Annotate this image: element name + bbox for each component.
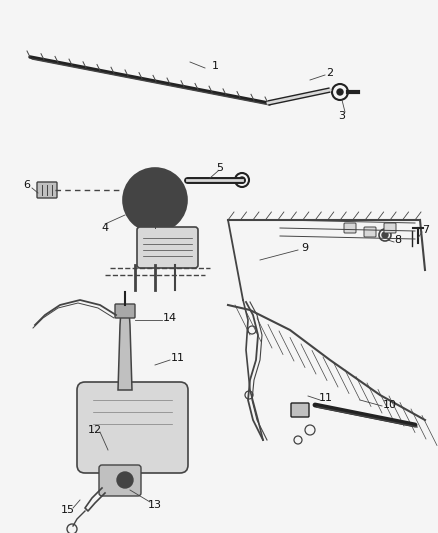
Polygon shape (118, 310, 132, 390)
Circle shape (117, 472, 133, 488)
FancyBboxPatch shape (37, 182, 57, 198)
Text: 5: 5 (216, 163, 223, 173)
FancyBboxPatch shape (99, 465, 141, 496)
Text: 13: 13 (148, 500, 162, 510)
Circle shape (140, 185, 170, 215)
Circle shape (123, 168, 187, 232)
FancyBboxPatch shape (115, 304, 135, 318)
Text: 1: 1 (212, 61, 219, 71)
Text: 4: 4 (102, 223, 109, 233)
Text: 8: 8 (395, 235, 402, 245)
Circle shape (337, 89, 343, 95)
Text: 14: 14 (163, 313, 177, 323)
Text: 12: 12 (88, 425, 102, 435)
Text: 11: 11 (171, 353, 185, 363)
Text: 2: 2 (326, 68, 334, 78)
Text: 9: 9 (301, 243, 308, 253)
Text: 15: 15 (61, 505, 75, 515)
Circle shape (382, 232, 388, 238)
Text: 6: 6 (24, 180, 31, 190)
Circle shape (239, 177, 245, 183)
Text: 10: 10 (383, 400, 397, 410)
FancyBboxPatch shape (137, 227, 198, 268)
FancyBboxPatch shape (364, 227, 376, 237)
Text: 3: 3 (339, 111, 346, 121)
FancyBboxPatch shape (344, 223, 356, 233)
Text: 11: 11 (319, 393, 333, 403)
FancyBboxPatch shape (384, 223, 396, 233)
Text: 7: 7 (422, 225, 430, 235)
FancyBboxPatch shape (77, 382, 188, 473)
FancyBboxPatch shape (291, 403, 309, 417)
